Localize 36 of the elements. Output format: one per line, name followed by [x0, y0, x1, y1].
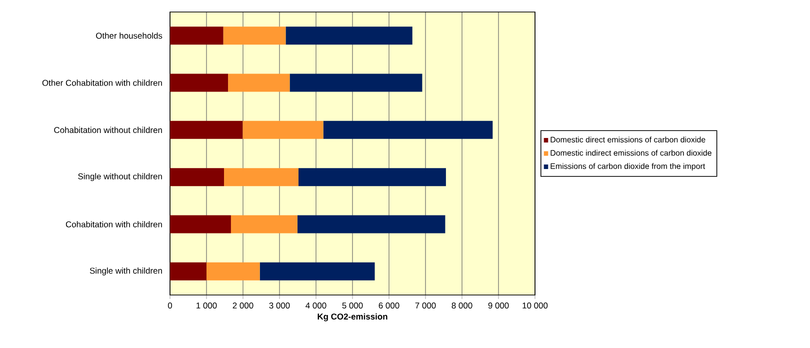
x-tick-label: 8 000 [452, 302, 472, 309]
bar [286, 26, 412, 45]
bar [170, 74, 228, 92]
y-tick-label: Cohabitation with children [66, 221, 162, 228]
bar [297, 215, 446, 234]
y-tick-label: Cohabitation without children [54, 126, 162, 134]
x-tick-label: 6 000 [378, 302, 400, 309]
bar [224, 168, 298, 186]
bar [170, 168, 224, 186]
x-tick-label: 5 000 [342, 302, 363, 309]
bar [223, 26, 286, 45]
bar [228, 74, 290, 92]
y-tick-label: Single without children [78, 173, 162, 182]
x-tick-label: 10 000 [522, 302, 548, 309]
bar [170, 120, 243, 139]
y-tick-label: Single with children [90, 267, 162, 276]
bar [170, 26, 224, 45]
bar [290, 74, 422, 92]
x-tick-label: 2 000 [232, 302, 254, 309]
bar [242, 120, 324, 139]
x-tick-label: 9 000 [488, 302, 509, 309]
bar [230, 215, 298, 234]
y-tick-label: Other households [96, 32, 162, 39]
bar [323, 120, 493, 139]
x-tick-label: 7 000 [415, 302, 436, 309]
bar [260, 262, 375, 280]
x-tick-label: 1 000 [196, 302, 217, 309]
y-tick-label: Other Cohabitation with children [42, 80, 162, 86]
x-tick-label: 4 000 [306, 302, 326, 309]
x-tick-label: 3 000 [269, 302, 290, 309]
bar [170, 215, 231, 234]
x-axis-title: Kg CO2-emission [318, 313, 388, 322]
x-tick-label: 0 [168, 302, 172, 309]
bar [206, 262, 260, 280]
bar [170, 262, 206, 280]
bar [298, 168, 446, 186]
